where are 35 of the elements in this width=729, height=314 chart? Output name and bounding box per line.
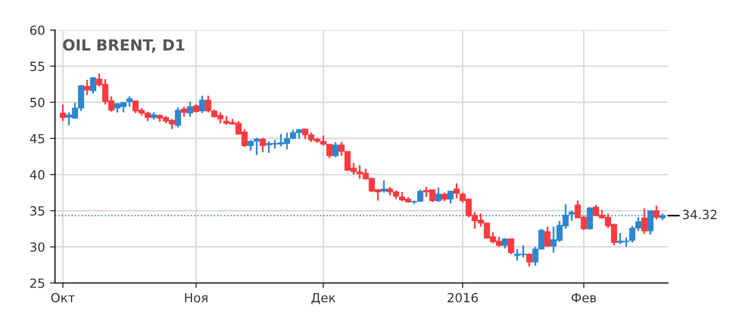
- y-tick-label: 55: [30, 62, 44, 72]
- candlestick: [60, 104, 66, 122]
- candlestick: [544, 226, 551, 248]
- y-tick-label: 60: [30, 25, 44, 35]
- x-tick-label: Дек: [311, 293, 336, 304]
- x-tick-label: 2016: [448, 292, 478, 302]
- candlestick: [90, 76, 96, 94]
- candlestick: [180, 106, 188, 118]
- ref-line-label: 34.32: [682, 210, 716, 220]
- x-tick-label: Фев: [572, 293, 596, 302]
- candlestick: [199, 94, 206, 114]
- y-tick-label: 40: [30, 170, 44, 180]
- y-tick-label: 35: [30, 206, 44, 216]
- y-tick-label: 45: [30, 134, 44, 144]
- candlestick: [653, 204, 660, 220]
- candlestick: [526, 252, 532, 268]
- candlestick: [641, 208, 648, 235]
- y-tick-label: 25: [30, 278, 44, 288]
- candlestick: [84, 79, 90, 96]
- candlestick: [435, 186, 442, 203]
- candlestick: [380, 180, 387, 194]
- text: OIL BRENT, D1: [63, 39, 184, 53]
- candlestick: [187, 100, 194, 118]
- candlestick: [260, 136, 266, 153]
- candlestick: [502, 237, 508, 250]
- candlestick: [126, 96, 133, 108]
- candlestick: [454, 182, 460, 200]
- x-tick-label: Окт: [51, 292, 75, 302]
- x-tick-label: Ноя: [185, 293, 208, 302]
- candlestick: [332, 141, 339, 158]
- candlestick: [508, 238, 514, 255]
- candlestick: [447, 190, 454, 204]
- y-tick-label: 50: [30, 98, 44, 108]
- y-tick-label: 30: [30, 242, 44, 252]
- candlestick: [174, 106, 182, 128]
